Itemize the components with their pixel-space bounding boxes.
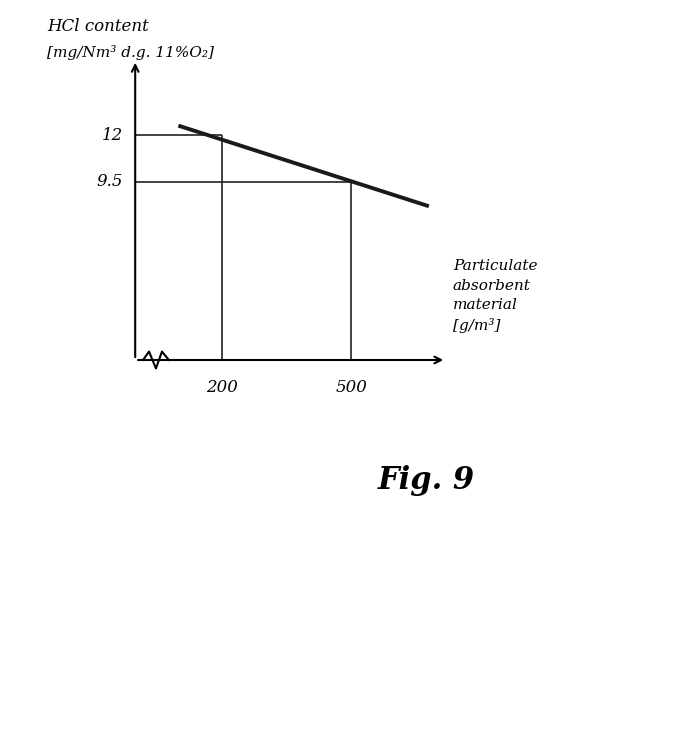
Text: 12: 12 (102, 127, 123, 143)
Text: 500: 500 (335, 379, 367, 396)
Text: HCl content: HCl content (47, 18, 149, 34)
Text: Fig. 9: Fig. 9 (377, 464, 475, 496)
Text: 200: 200 (206, 379, 237, 396)
Text: Particulate
absorbent
material
[g/m³]: Particulate absorbent material [g/m³] (453, 260, 537, 333)
Text: [mg/Nm³ d.g. 11%O₂]: [mg/Nm³ d.g. 11%O₂] (47, 45, 214, 60)
Text: 9.5: 9.5 (97, 173, 123, 190)
